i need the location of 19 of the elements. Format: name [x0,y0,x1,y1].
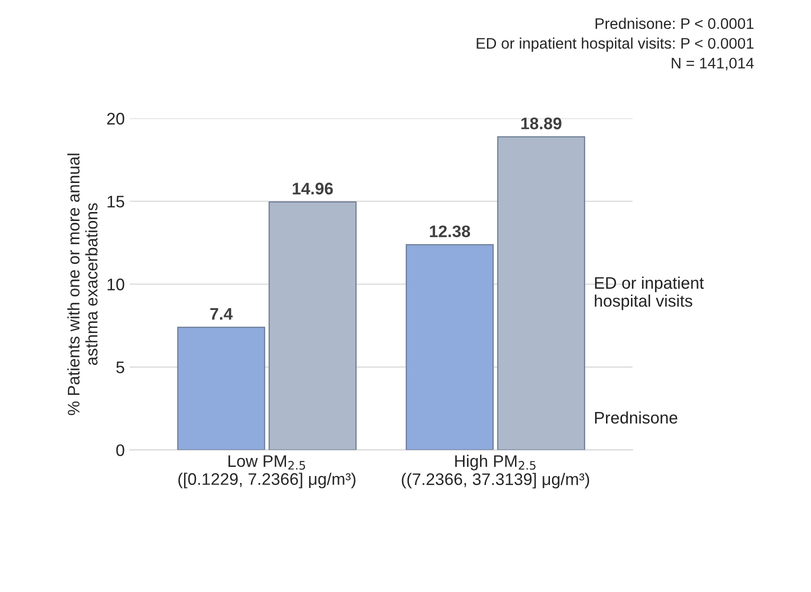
y-tick-label: 10 [108,278,124,290]
bar [497,136,586,450]
x-tick-label: High PM$_{2.5}$ ((7.2366, 37.3139] μg/m³) [402,454,590,488]
text: Prednisone: P < 0.0001 ED or inpatient hospital visits: P < 0.0001 N = 141,014 [476,18,754,70]
data-label: 7.4 [210,308,233,320]
series-label: ED or inpatient hospital visits [594,276,704,310]
y-tick-label: 0 [116,444,124,456]
data-label: 14.96 [292,182,333,194]
data-label: 12.38 [430,225,470,238]
bar [177,326,266,450]
y-tick-label: 5 [116,362,124,374]
y-tick-label: 15 [108,196,124,208]
y-tick-label: 20 [107,112,124,125]
bar [406,244,494,450]
x-tick-label: Low PM$_{2.5}$ ([0.1229, 7.2366] μg/m³) [178,455,356,488]
text: Prednisone [595,411,678,424]
bar [268,201,357,450]
y-axis-title: % Patients with one or more annual asthma exacerbations [67,154,98,416]
data-label: 18.89 [521,118,562,130]
